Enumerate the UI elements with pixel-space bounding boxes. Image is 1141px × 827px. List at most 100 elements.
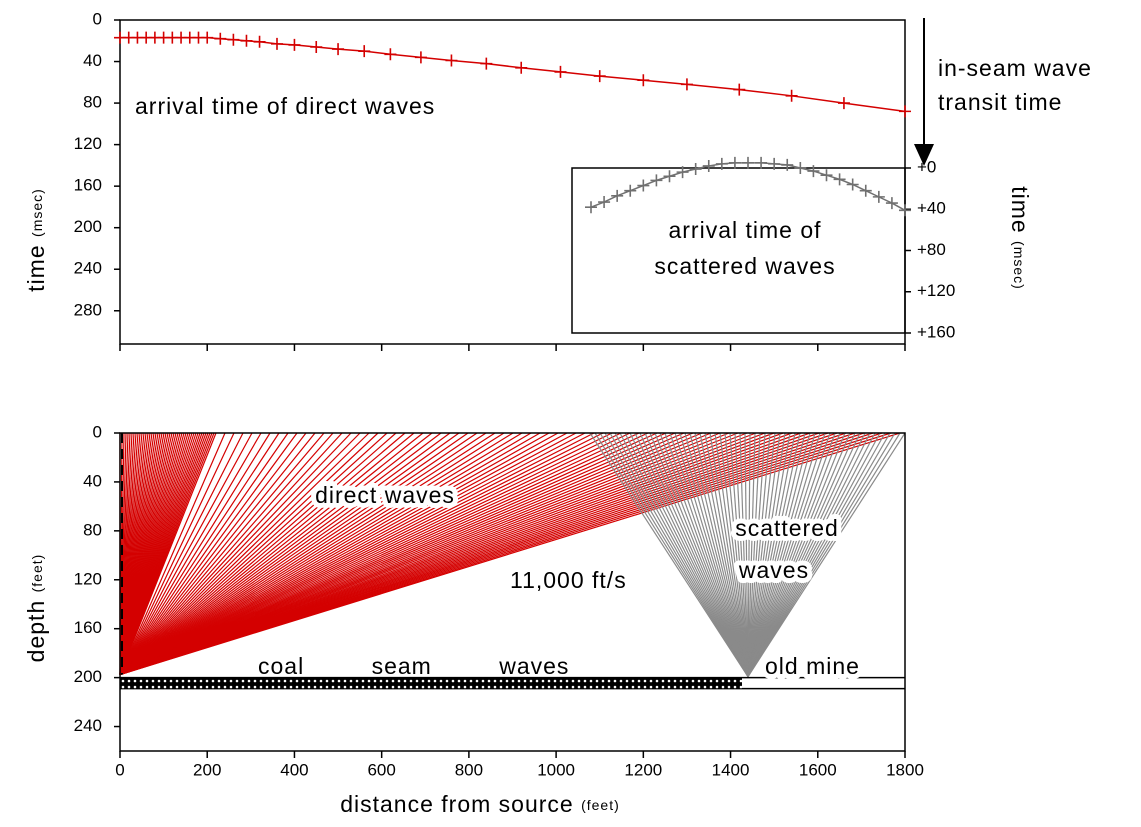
x-tick-label: 200 — [193, 760, 221, 779]
direct-ray — [119, 432, 442, 676]
y-tick-label: 80 — [83, 520, 102, 539]
scattered-ray — [614, 432, 749, 677]
marker — [288, 38, 301, 51]
plot-frame — [119, 432, 906, 752]
scattered-ray — [747, 432, 836, 677]
direct-ray — [119, 432, 523, 676]
scattered-ray — [724, 432, 749, 677]
y-label: depth — [23, 600, 49, 663]
marker — [781, 158, 794, 171]
x-label-unit: (feet) — [581, 797, 620, 813]
scattered-ray — [629, 432, 749, 677]
direct-ray — [119, 432, 217, 675]
marker — [728, 156, 741, 169]
annotation: arrival time of direct waves — [135, 93, 435, 119]
marker — [650, 174, 663, 187]
scattered-ray — [747, 432, 761, 677]
y-tick-label: 160 — [74, 176, 102, 195]
scattered-ray — [747, 432, 816, 677]
direct-ray — [119, 432, 307, 675]
marker — [332, 43, 345, 56]
annotation: old mine — [765, 653, 860, 679]
y2-label-unit: (msec) — [1011, 241, 1027, 290]
scattered-ray — [744, 432, 749, 677]
scattered-ray — [659, 432, 749, 677]
scattered-ray — [649, 432, 749, 677]
scattered-ray — [619, 432, 749, 677]
marker — [733, 83, 746, 96]
annotation: direct waves — [315, 482, 455, 508]
x-axis-title: distance from source (feet) — [340, 791, 620, 817]
scattered-ray — [624, 432, 749, 677]
scattered-ray — [664, 432, 749, 677]
scattered-ray — [747, 432, 771, 677]
scattered-ray — [604, 432, 749, 677]
y-label: time — [23, 244, 49, 291]
marker — [899, 204, 911, 217]
direct-ray — [119, 432, 478, 676]
scattered-ray — [689, 432, 749, 677]
scattered-ray — [747, 432, 856, 677]
marker — [271, 37, 283, 50]
direct-ray — [119, 432, 496, 676]
scattered-ray — [747, 432, 811, 677]
y-label-unit: (feet) — [29, 554, 45, 593]
scattered-ray — [747, 432, 786, 677]
direct-ray — [119, 432, 640, 676]
y-tick-label: 200 — [74, 667, 102, 686]
marker — [755, 156, 768, 169]
y-tick-label: 40 — [83, 51, 102, 70]
x-label: distance from source — [340, 791, 573, 817]
scattered-ray — [679, 432, 749, 677]
direct-ray — [119, 432, 433, 676]
annotation: coal seam waves — [258, 653, 569, 679]
scattered-ray — [644, 432, 749, 677]
scattered-ray — [747, 432, 806, 677]
direct-ray — [119, 432, 568, 676]
y-tick-label: 240 — [74, 716, 102, 735]
scattered-ray — [747, 432, 886, 677]
direct-ray — [119, 432, 406, 676]
marker — [820, 169, 833, 182]
scattered-ray — [699, 432, 749, 677]
marker — [253, 35, 266, 48]
marker — [624, 184, 637, 197]
marker — [585, 201, 597, 214]
scattered-ray — [747, 432, 866, 677]
direct-ray — [119, 432, 631, 676]
marker — [859, 184, 872, 197]
scattered-ray — [704, 432, 749, 677]
marker — [384, 48, 397, 61]
y2-tick-label: +0 — [917, 157, 936, 176]
y-tick-label: 280 — [74, 300, 102, 319]
direct-ray — [119, 432, 226, 675]
arrow-head — [914, 144, 934, 166]
y2-axis-title: time (msec) — [1007, 186, 1033, 290]
x-tick-label: 400 — [280, 760, 308, 779]
direct-ray — [119, 432, 451, 676]
direct-ray — [119, 432, 460, 676]
direct-ray — [119, 432, 649, 676]
x-tick-label: 800 — [455, 760, 483, 779]
direct-ray — [119, 432, 469, 676]
x-tick-label: 1200 — [624, 760, 662, 779]
annotation: transit time — [938, 89, 1062, 115]
scattered-ray — [694, 432, 749, 677]
marker — [715, 157, 728, 170]
annotation: scattered waves — [654, 253, 835, 279]
y-tick-label: 0 — [93, 422, 102, 441]
direct-ray — [119, 432, 379, 676]
scattered-ray — [639, 432, 749, 677]
direct-ray — [119, 432, 595, 676]
annotation: 11,000 ft/s — [510, 567, 627, 593]
y-tick-label: 0 — [93, 9, 102, 28]
direct-ray — [119, 432, 532, 676]
marker — [689, 163, 702, 176]
scattered-ray — [747, 432, 781, 677]
direct-ray — [119, 432, 271, 675]
x-tick-label: 1400 — [712, 760, 750, 779]
scattered-ray — [634, 432, 749, 677]
scattered-ray — [747, 432, 876, 677]
scattered-ray — [747, 432, 851, 677]
